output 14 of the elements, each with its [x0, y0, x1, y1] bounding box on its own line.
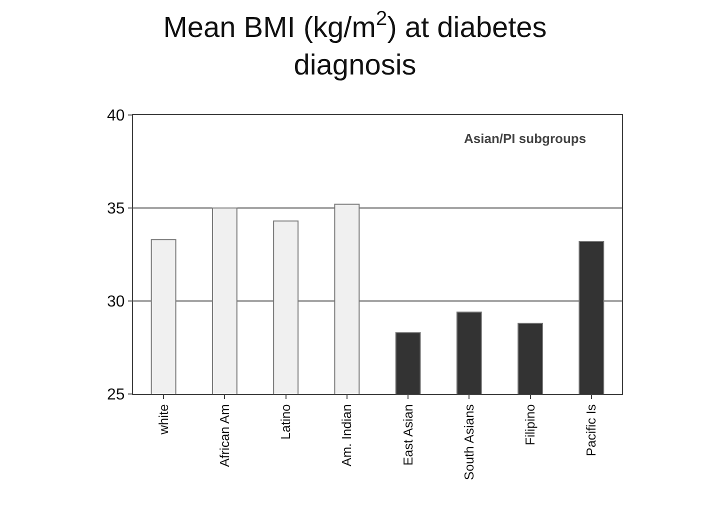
x-tick-label: white — [156, 404, 171, 436]
chart-title: Mean BMI (kg/m$^{2}$) at diabetes diagnosis — [163, 8, 547, 82]
x-tick-label: Am. Indian — [339, 404, 354, 466]
x-tick-label: Latino — [278, 404, 294, 440]
x-tick-label: South Asians — [461, 404, 476, 480]
y-tick-label: 25 — [107, 386, 125, 404]
y-tick-label: 30 — [107, 294, 125, 311]
x-tick-label: East Asian — [400, 404, 416, 466]
x-tick-label: Filipino — [522, 404, 538, 446]
y-tick-label: 40 — [107, 108, 125, 125]
x-tick-label: Pacific Is — [584, 404, 599, 456]
annotation: Asian/PI subgroups — [464, 131, 586, 146]
x-tick-label: African Am — [216, 404, 232, 468]
y-tick-label: 35 — [107, 200, 125, 218]
